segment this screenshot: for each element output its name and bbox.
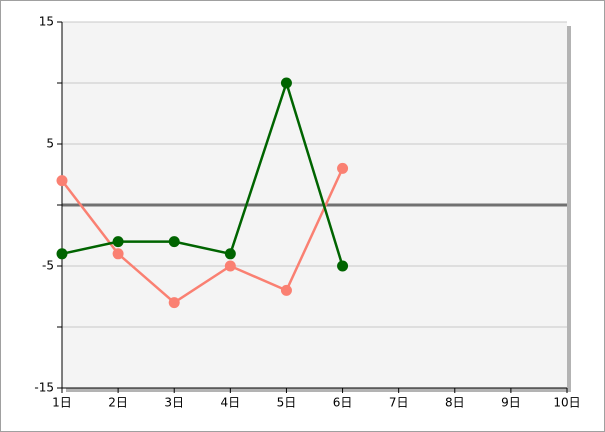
point <box>112 236 124 248</box>
x-tick-label: 5日 <box>277 396 297 410</box>
y-tick-label: -5 <box>42 259 54 273</box>
y-tick-label: 15 <box>39 15 54 29</box>
point <box>280 77 292 89</box>
point <box>337 260 349 272</box>
point <box>168 236 180 248</box>
series-line <box>61 167 344 305</box>
x-tick-label: 7日 <box>389 396 409 410</box>
point <box>168 297 180 309</box>
x-tick-label: 1日 <box>52 396 72 410</box>
x-tick-label: 10日 <box>553 396 580 410</box>
x-tick-label: 8日 <box>445 396 465 410</box>
point <box>224 248 236 260</box>
x-tick-label: 2日 <box>108 396 128 410</box>
y-tick-label: -15 <box>34 381 54 395</box>
point <box>337 162 349 174</box>
point <box>280 284 292 296</box>
y-tick-label: 5 <box>46 137 54 151</box>
x-tick-label: 3日 <box>164 396 184 410</box>
point <box>224 260 236 272</box>
series-line <box>61 78 344 267</box>
x-tick-label: 9日 <box>501 396 521 410</box>
point <box>112 248 124 260</box>
x-tick-label: 6日 <box>333 396 353 410</box>
point <box>56 175 68 187</box>
point <box>56 248 68 260</box>
x-tick-label: 4日 <box>221 396 241 410</box>
